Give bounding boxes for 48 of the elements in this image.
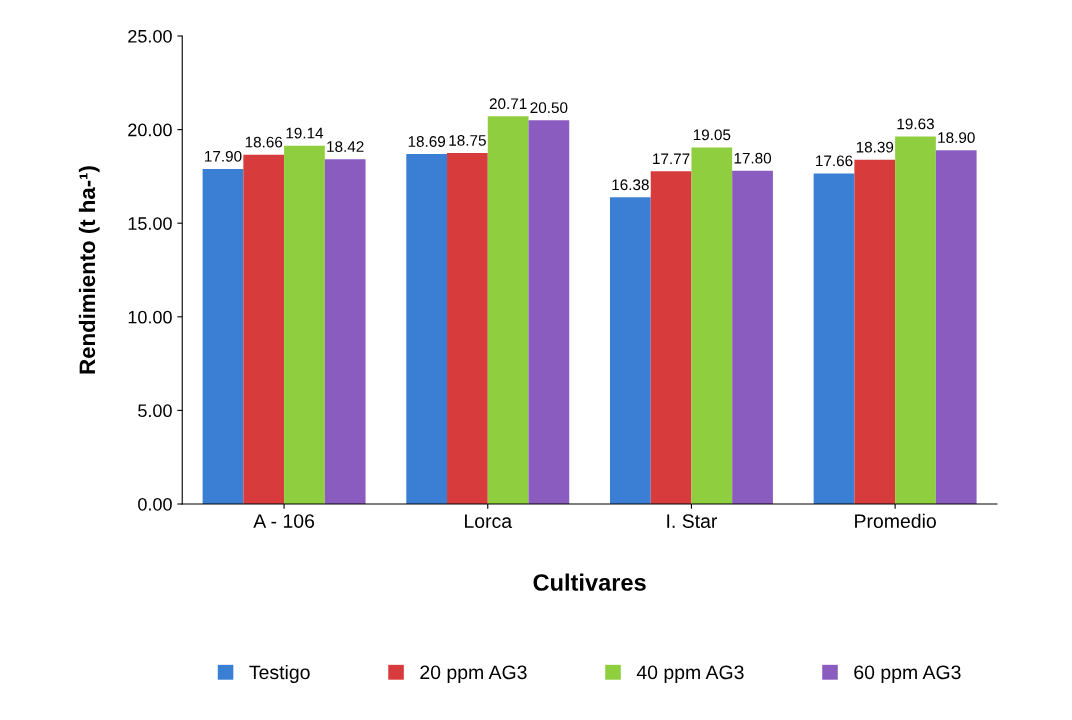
bar	[935, 150, 977, 504]
bar	[406, 154, 448, 504]
y-axis-title: Rendimiento (t ha-¹)	[78, 166, 100, 374]
data-label: 19.63	[897, 118, 934, 130]
bar	[854, 159, 896, 504]
bar	[284, 145, 325, 504]
legend-label: 40 ppm AG3	[636, 665, 744, 684]
bar	[813, 173, 855, 504]
bar	[528, 120, 570, 504]
bar	[487, 116, 529, 504]
x-tick-label: Lorca	[465, 514, 513, 528]
data-label: 17.80	[734, 152, 772, 164]
bar	[895, 136, 936, 504]
bar	[324, 159, 366, 504]
data-label: 16.38	[612, 179, 649, 191]
legend-label: Testigo	[249, 664, 310, 684]
data-label: 18.42	[327, 141, 364, 152]
y-tick-label: 0.00	[138, 497, 172, 511]
bar	[732, 170, 773, 504]
data-label: 17.90	[205, 150, 242, 162]
data-label: 20.71	[489, 98, 527, 110]
y-tick-label: 20.00	[128, 123, 172, 137]
data-label: 18.90	[938, 132, 975, 144]
bar	[447, 153, 488, 504]
data-label: 17.66	[816, 155, 853, 167]
y-tick-label: 5.00	[138, 404, 172, 418]
bar	[609, 197, 651, 504]
data-label: 19.05	[693, 129, 731, 141]
y-tick-label: 15.00	[128, 217, 172, 230]
data-label: 20.50	[530, 102, 568, 114]
data-label: 18.69	[408, 136, 446, 147]
data-label: 18.66	[245, 136, 283, 148]
data-label: 19.14	[286, 127, 324, 139]
bar	[650, 171, 692, 504]
y-tick-label: 25.00	[128, 29, 172, 43]
bar	[202, 168, 244, 504]
legend-label: 20 ppm AG3	[420, 665, 527, 684]
y-tick-label: 10.00	[128, 310, 172, 324]
data-label: 17.77	[653, 153, 690, 165]
legend-label: 60 ppm AG3	[854, 665, 961, 684]
bar	[691, 147, 733, 504]
bar	[243, 154, 285, 504]
x-tick-label: I. Star	[667, 514, 718, 528]
data-label: 18.39	[856, 141, 894, 153]
x-tick-label: Promedio	[855, 513, 936, 528]
data-label: 18.75	[449, 135, 486, 146]
x-axis-title: Cultivares	[533, 573, 646, 591]
x-tick-label: A - 106	[253, 514, 315, 528]
